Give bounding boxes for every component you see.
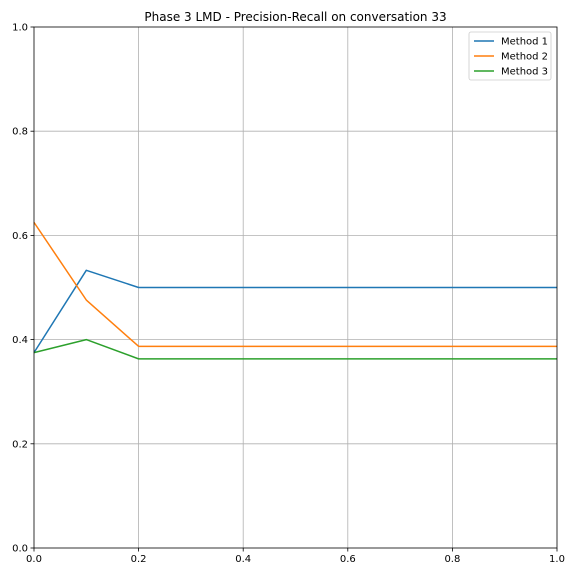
x-tick-label-4: 0.8 [444,554,460,565]
x-tick-label-3: 0.6 [340,554,356,565]
series-lines [33,221,557,360]
axis-ticks: 0.0 0.2 0.4 0.6 0.8 1.0 0.0 0.2 0.4 0.6 0.8 1.0 [12,23,565,566]
y-tick-label-3: 0.6 [12,231,28,242]
plot-frame [33,26,558,549]
y-tick-label-4: 0.8 [12,127,28,138]
y-tick-label-5: 1.0 [12,23,28,34]
series-line-method-2 [33,221,557,348]
chart-title: Phase 3 LMD - Precision-Recall on conver… [144,10,446,24]
y-tick-label-1: 0.2 [12,439,28,450]
legend-label-method-3: Method 3 [501,67,548,78]
x-tick-label-1: 0.2 [131,554,147,565]
x-tick-label-5: 1.0 [549,554,565,565]
legend: Method 1 Method 2 Method 3 [468,31,552,81]
series-line-method-1 [33,269,557,354]
y-tick-label-0: 0.0 [12,544,28,555]
legend-label-method-1: Method 1 [501,37,548,48]
series-line-method-3 [33,338,557,360]
legend-box [468,31,552,81]
y-tick-label-2: 0.4 [12,335,28,346]
legend-label-method-2: Method 2 [501,52,548,63]
x-tick-label-2: 0.4 [235,554,251,565]
x-tick-label-0: 0.0 [26,554,42,565]
